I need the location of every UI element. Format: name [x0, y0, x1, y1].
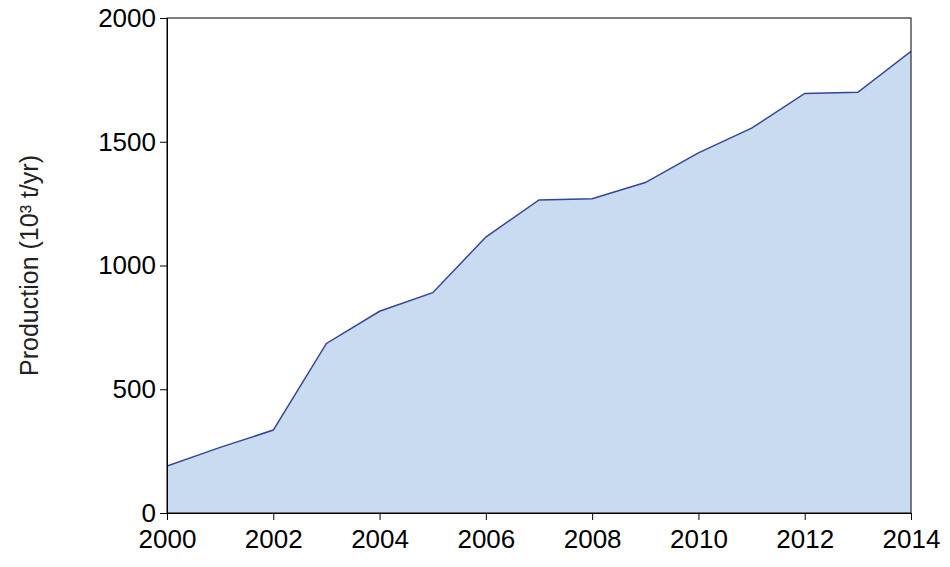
- marks: [167, 51, 911, 513]
- area: [167, 51, 911, 513]
- y-tick-mark: [160, 142, 167, 143]
- frame: [167, 18, 911, 513]
- y-axis: 0 500 1000 1500 2000: [98, 3, 167, 528]
- x-tick-mark: [167, 513, 168, 520]
- x-tick: 2014: [883, 513, 941, 554]
- x-tick-mark: [911, 513, 912, 520]
- y-tick-mark: [160, 389, 167, 390]
- x-tick-label: 2000: [139, 524, 197, 554]
- x-tick: 2008: [564, 513, 622, 554]
- x-tick-mark: [486, 513, 487, 520]
- x-tick: 2012: [776, 513, 834, 554]
- plot: 2000 2002 2004 2006 2008 2010 2012 2014 0 500 1000…: [98, 3, 940, 554]
- y-axis-line: [167, 19, 168, 514]
- y-tick: 1500: [98, 127, 167, 157]
- y-tick-mark: [160, 266, 167, 267]
- x-tick: 2006: [457, 513, 515, 554]
- y-tick-label: 2000: [98, 3, 156, 33]
- y-tick: 1000: [98, 250, 167, 280]
- y-tick-label: 500: [113, 374, 156, 404]
- chart: 2000 2002 2004 2006 2008 2010 2012 2014 0 500 1000…: [0, 0, 950, 567]
- x-tick-label: 2006: [457, 524, 515, 554]
- y-axis-title: Production (10³ t/yr): [15, 155, 43, 376]
- x-tick-label: 2010: [670, 524, 728, 554]
- y-tick: 500: [113, 374, 167, 404]
- x-tick-mark: [592, 513, 593, 520]
- y-tick: 0: [142, 498, 167, 528]
- y-tick-label: 1000: [98, 250, 156, 280]
- x-tick-mark: [273, 513, 274, 520]
- x-tick-mark: [698, 513, 699, 520]
- line: [167, 51, 911, 466]
- x-tick: 2004: [351, 513, 409, 554]
- y-tick-mark: [160, 513, 167, 514]
- x-tick-label: 2002: [245, 524, 303, 554]
- x-axis-line: [168, 513, 912, 514]
- y-tick: 2000: [98, 3, 167, 33]
- x-tick-label: 2014: [883, 524, 941, 554]
- x-tick-label: 2008: [564, 524, 622, 554]
- x-tick-mark: [805, 513, 806, 520]
- x-tick-label: 2012: [776, 524, 834, 554]
- y-tick-mark: [160, 18, 167, 19]
- x-tick-label: 2004: [351, 524, 409, 554]
- x-tick-mark: [380, 513, 381, 520]
- y-tick-label: 0: [142, 498, 156, 528]
- x-axis: 2000 2002 2004 2006 2008 2010 2012 2014: [139, 513, 941, 554]
- y-tick-label: 1500: [98, 127, 156, 157]
- x-tick: 2002: [245, 513, 303, 554]
- x-tick: 2010: [670, 513, 728, 554]
